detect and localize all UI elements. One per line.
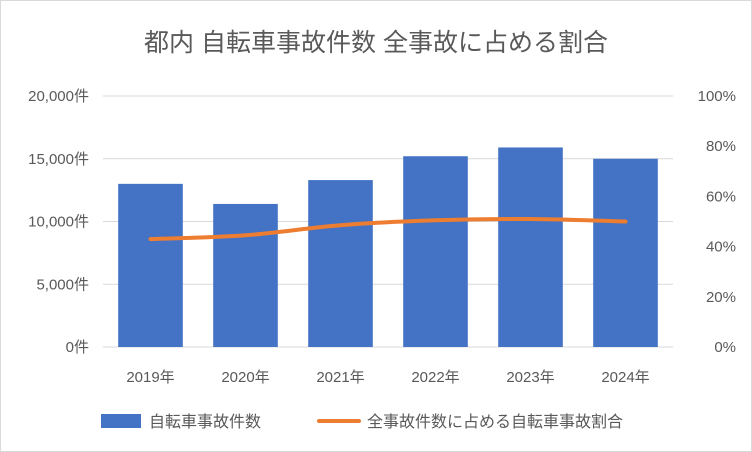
line-series-path [148, 216, 628, 242]
x-tick-label: 2023年 [506, 369, 554, 386]
x-axis-ticks: 2019年 2020年 2021年 2022年 2023年 2024年 [126, 369, 649, 386]
y-right-tick-label: 60% [706, 188, 736, 205]
bar [498, 147, 563, 347]
bar [593, 158, 658, 347]
x-tick-label: 2022年 [411, 369, 459, 386]
y-right-tick-label: 80% [706, 138, 736, 155]
x-tick-label: 2020年 [221, 369, 269, 386]
y-right-tick-label: 100% [698, 88, 736, 105]
y-left-tick-label: 10,000件 [28, 214, 89, 231]
legend: 自転車事故件数 全事故件数に占める自転車事故割合 [101, 413, 623, 431]
y-left-tick-label: 20,000件 [28, 88, 89, 105]
legend-label-line: 全事故件数に占める自転車事故割合 [367, 413, 623, 431]
y-right-tick-label: 40% [706, 239, 736, 256]
bar [403, 156, 468, 347]
y-left-tick-label: 15,000件 [28, 151, 89, 168]
x-tick-label: 2019年 [126, 369, 174, 386]
bar [213, 203, 278, 347]
y-left-tick-label: 5,000件 [36, 276, 89, 293]
y-left-tick-label: 0件 [66, 339, 89, 356]
chart-title: 都内 自転車事故件数 全事故に占める割合 [144, 29, 608, 57]
legend-label-bar: 自転車事故件数 [149, 413, 261, 431]
right-axis-ticks: 0% 20% 40% 60% 80% 100% [698, 88, 736, 356]
y-right-tick-label: 20% [706, 289, 736, 306]
left-axis-ticks: 0件 5,000件 10,000件 15,000件 20,000件 [28, 88, 89, 356]
bar [118, 183, 183, 347]
legend-swatch-bar [101, 414, 141, 428]
x-tick-label: 2021年 [316, 369, 364, 386]
line-series [148, 216, 628, 242]
y-right-tick-label: 0% [714, 339, 736, 356]
x-tick-label: 2024年 [601, 369, 649, 386]
bar [308, 180, 373, 347]
bar-series [118, 147, 658, 347]
